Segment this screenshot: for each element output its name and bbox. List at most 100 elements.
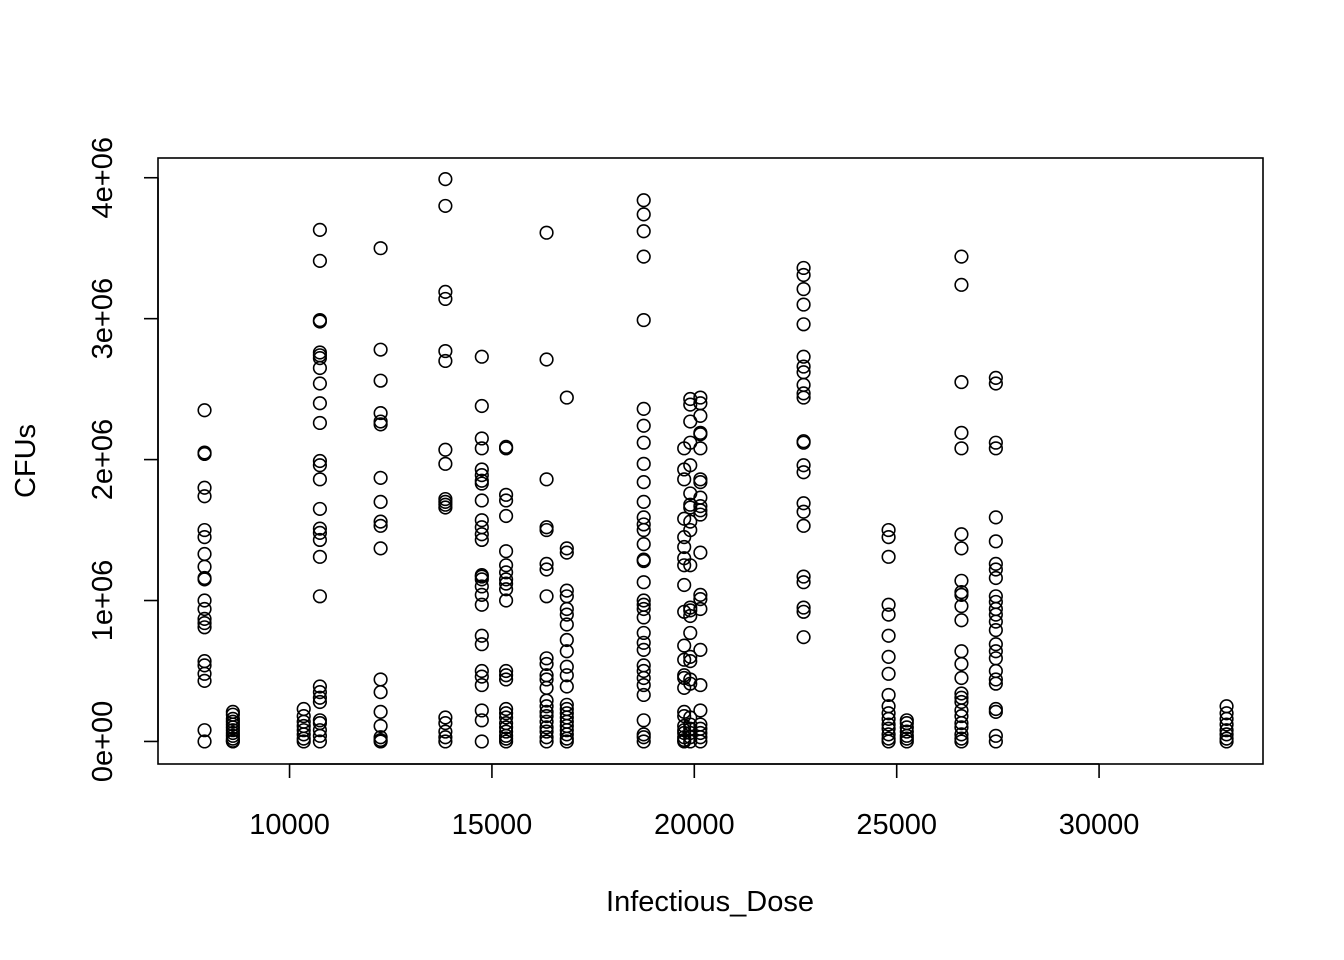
data-point — [559, 659, 574, 674]
data-point — [683, 710, 698, 725]
data-point — [683, 676, 698, 691]
data-point — [197, 522, 212, 538]
data-point — [683, 397, 698, 412]
y-tick-label: 1e+06 — [87, 560, 119, 641]
data-point — [296, 708, 311, 724]
data-point — [988, 614, 1003, 629]
data-point — [988, 637, 1003, 652]
data-point — [312, 314, 328, 329]
data-point — [312, 694, 328, 710]
data-point — [636, 635, 651, 650]
data-point — [693, 545, 708, 560]
data-point — [312, 376, 328, 391]
data-point — [312, 525, 328, 540]
data-point — [693, 475, 708, 490]
data-point — [954, 587, 969, 602]
data-point — [225, 734, 240, 749]
data-point — [796, 575, 811, 590]
data-point — [988, 441, 1003, 456]
data-point — [498, 576, 514, 591]
data-point — [954, 670, 969, 686]
data-point — [197, 734, 212, 749]
data-point — [438, 353, 453, 369]
data-point — [539, 651, 554, 666]
data-point — [312, 253, 328, 268]
data-point — [693, 703, 708, 718]
data-point — [197, 480, 212, 495]
data-point — [373, 373, 388, 388]
data-point — [498, 710, 514, 725]
x-tick-label: 15000 — [452, 809, 533, 841]
data-point — [539, 720, 554, 735]
data-point — [312, 453, 328, 469]
data-point — [474, 597, 489, 612]
data-point — [498, 565, 514, 580]
data-point — [197, 546, 212, 562]
data-point — [197, 593, 212, 608]
data-point — [474, 572, 489, 587]
data-point — [683, 654, 698, 669]
data-point — [474, 398, 489, 414]
data-point — [636, 713, 651, 728]
data-point — [693, 408, 708, 424]
data-point — [197, 611, 212, 626]
data-point — [881, 597, 896, 612]
data-point — [559, 679, 574, 694]
data-point — [498, 572, 514, 587]
data-point — [988, 376, 1003, 391]
data-point — [881, 628, 896, 643]
data-point — [559, 727, 574, 742]
data-point — [373, 518, 388, 533]
data-point — [636, 593, 651, 608]
data-point — [988, 623, 1003, 638]
data-point — [498, 544, 514, 559]
data-point — [474, 493, 489, 508]
data-point — [796, 600, 811, 615]
data-point — [539, 672, 554, 687]
data-point — [636, 610, 651, 625]
data-point — [881, 706, 896, 721]
data-point — [881, 522, 896, 538]
data-point — [197, 489, 212, 504]
data-point — [693, 734, 708, 749]
data-point — [312, 723, 328, 738]
data-point — [438, 442, 453, 457]
data-point — [474, 513, 489, 528]
data-point — [636, 522, 651, 538]
data-point — [636, 663, 651, 679]
data-point — [373, 685, 388, 700]
data-point — [438, 716, 453, 731]
data-point — [683, 558, 698, 573]
data-point — [197, 601, 212, 617]
data-point — [796, 518, 811, 533]
data-point — [693, 601, 708, 617]
data-point — [559, 601, 574, 617]
data-point — [693, 587, 708, 602]
data-point — [197, 723, 212, 738]
data-point — [899, 720, 914, 735]
data-point — [954, 716, 969, 731]
data-point — [498, 668, 514, 683]
data-point — [373, 241, 388, 256]
data-point — [796, 435, 811, 450]
data-point — [988, 728, 1003, 743]
data-point — [474, 587, 489, 602]
data-point — [539, 556, 554, 571]
data-point — [796, 390, 811, 405]
data-point — [197, 658, 212, 673]
data-point — [954, 573, 969, 588]
x-tick-label: 10000 — [249, 809, 330, 841]
data-point — [881, 687, 896, 703]
data-point — [474, 628, 489, 643]
data-point — [474, 579, 489, 594]
data-point — [438, 343, 453, 359]
data-point — [498, 508, 514, 524]
data-point — [312, 351, 328, 366]
data-point — [539, 734, 554, 749]
x-axis: 10000 15000 20000 25000 30000 — [249, 763, 1139, 841]
data-point — [636, 249, 651, 264]
data-point — [539, 708, 554, 724]
data-point — [636, 456, 651, 471]
data-point — [539, 714, 554, 729]
data-point — [539, 680, 554, 695]
